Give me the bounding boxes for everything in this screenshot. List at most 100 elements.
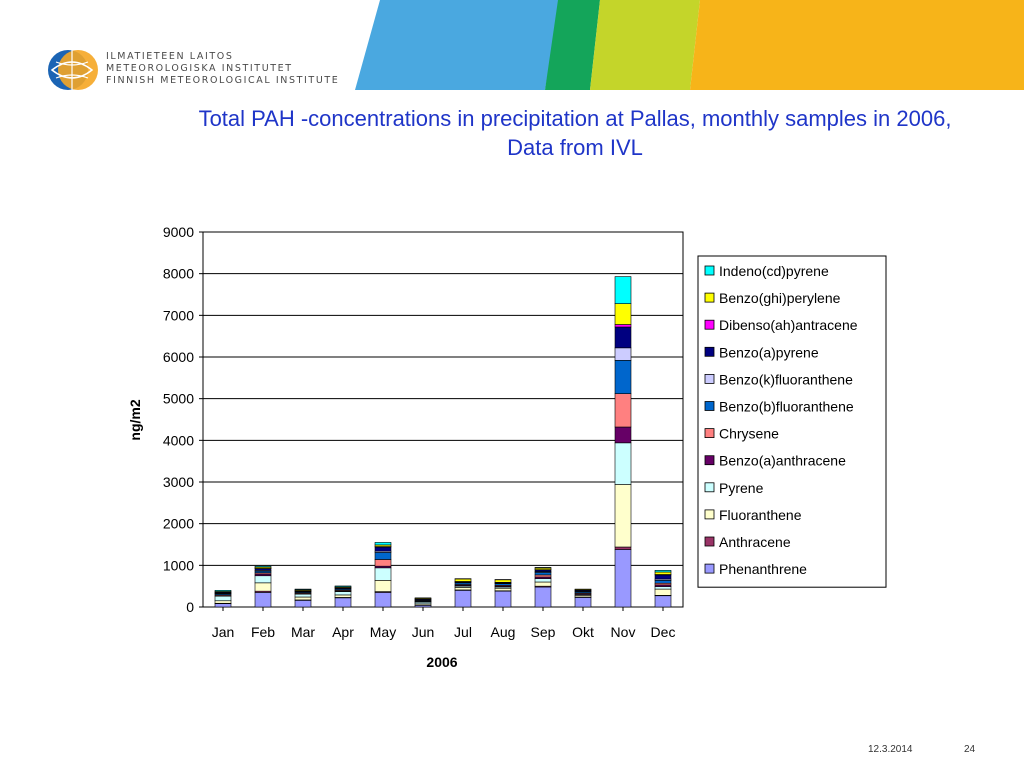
y-tick-label: 6000 [163,349,194,365]
legend-swatch [704,536,715,547]
bar-segment [534,586,552,608]
legend-label: Benzo(ghi)perylene [719,290,841,306]
bar-segment [374,580,392,592]
bar-segment [334,591,352,596]
bar-segment [414,597,432,599]
legend-swatch [704,563,715,574]
x-tick-label: Feb [251,624,275,640]
y-tick-label: 8000 [163,266,194,282]
header-banner [355,0,1024,90]
legend-swatch [704,509,715,520]
legend-label: Phenanthrene [719,561,807,577]
legend-label: Benzo(b)fluoranthene [719,399,854,415]
x-tick-label: May [370,624,396,640]
y-tick-label: 1000 [163,557,194,573]
footer-page-number: 24 [964,744,976,755]
bar-segment [334,585,352,588]
bar-segment [654,574,672,580]
slide-title-line-1: Total PAH -concentrations in precipitati… [198,106,952,131]
bar-segment [534,572,552,576]
legend-swatch [704,319,715,330]
bar-segment [494,590,512,608]
bar-segment [534,574,552,578]
bar-segment [454,578,472,582]
bar-segment [374,592,392,608]
y-tick-label: 5000 [163,391,194,407]
legend-label: Benzo(k)fluoranthene [719,371,853,387]
bar-segment [614,303,632,325]
x-tick-label: Nov [611,624,636,640]
legend-swatch [704,482,715,493]
x-tick-label: Jul [454,624,472,640]
y-tick-label: 7000 [163,307,194,323]
bar-segment [374,552,392,560]
bar-segment [374,542,392,546]
legend-label: Chrysene [719,426,779,442]
bar-segment [614,326,632,349]
bar-segment [214,603,232,608]
bar-segment [534,567,552,569]
bar-segment [654,580,672,584]
x-tick-label: Jan [212,624,235,640]
banner-green-band [545,0,600,90]
bar-segment [374,567,392,581]
y-axis-label: ng/m2 [127,399,143,440]
x-tick-label: Mar [291,624,315,640]
organization-name: ILMATIETEEN LAITOS METEOROLOGISKA INSTIT… [106,51,339,87]
bar-segment [374,546,392,552]
bar-segment [614,393,632,428]
footer-date: 12.3.2014 [868,744,913,755]
slide-title-line-2: Data from IVL [507,135,643,160]
bar-segment [254,592,272,608]
bar-segment [294,593,312,598]
bar-segment [574,597,592,608]
legend-swatch [704,455,715,466]
banner-blue-band [355,0,560,90]
bar-segment [294,600,312,608]
bar-segment [494,579,512,583]
y-tick-label: 3000 [163,474,194,490]
bar-segment [614,484,632,548]
legend-swatch [704,292,715,303]
bar-segment [654,588,672,596]
bar-segment [534,581,552,587]
x-tick-label: Okt [572,624,594,640]
fmi-logo [48,50,98,90]
x-tick-label: Dec [651,624,676,640]
bar-segment [334,594,352,598]
legend-label: Anthracene [719,534,791,550]
plot-area [202,231,684,608]
x-axis-label: 2006 [426,654,457,670]
bar-segment [534,578,552,583]
bar-segment [614,546,632,550]
bar-segment [374,559,392,567]
x-tick-label: Aug [491,624,516,640]
legend-swatch [704,265,715,276]
bar-segment [654,571,672,575]
legend [697,255,887,588]
bar-segment [294,588,312,591]
bar-segment [614,347,632,361]
bar-segment [214,590,232,592]
x-tick-label: Sep [531,624,556,640]
bar-segment [334,597,352,608]
bar-segment [494,587,512,592]
bar-segment [614,426,632,444]
legend-label: Benzo(a)anthracene [719,453,846,469]
bar-segment [654,570,672,573]
legend-label: Benzo(a)pyrene [719,344,819,360]
y-tick-label: 9000 [163,224,194,240]
x-tick-label: Jun [412,624,435,640]
bar-segment [294,596,312,601]
legend-label: Fluoranthene [719,507,802,523]
bar-segment [214,595,232,602]
bar-segment [654,595,672,608]
banner-orange-band [690,0,1024,90]
banner-lime-band [590,0,700,90]
bar-segment [654,586,672,590]
bar-segment [614,324,632,328]
legend-swatch [704,346,715,357]
legend-label: Pyrene [719,480,764,496]
slide-title: Total PAH -concentrations in precipitati… [120,104,1024,162]
